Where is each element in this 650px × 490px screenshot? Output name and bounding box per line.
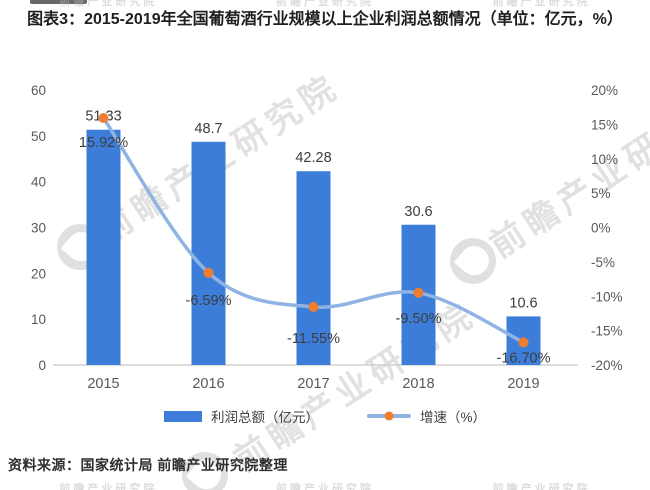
line-marker-2017 (308, 301, 319, 312)
left-axis-tick: 60 (31, 83, 46, 98)
right-axis-tick: 10% (591, 152, 618, 167)
left-axis-tick: 10 (31, 312, 46, 327)
line-marker-dot (384, 411, 394, 421)
left-axis-tick: 50 (31, 129, 46, 144)
right-axis-tick: 15% (591, 117, 618, 132)
legend-label-growth: 增速（%） (419, 410, 486, 425)
growth-value-label: 15.92% (79, 135, 128, 151)
left-axis-tick: 20 (31, 266, 46, 281)
x-axis-label-2016: 2016 (192, 376, 224, 392)
right-axis-tick: 5% (591, 186, 611, 201)
chart-title: 图表3：2015-2019年全国葡萄酒行业规模以上企业利润总额情况（单位：亿元，… (27, 11, 623, 28)
right-axis-tick: 20% (591, 83, 618, 98)
bar-2015 (86, 129, 121, 365)
line-marker-2018 (413, 287, 424, 298)
left-axis-tick: 40 (31, 175, 46, 190)
bar-series-swatch (163, 410, 202, 422)
right-axis-tick: -15% (591, 324, 623, 339)
right-axis-tick: -5% (591, 255, 615, 270)
chart-legend: 利润总额（亿元） 增速（%） (0, 406, 650, 426)
right-axis-tick: -10% (591, 289, 623, 304)
line-series-swatch (366, 411, 411, 421)
left-axis-tick: 0 (38, 358, 46, 373)
growth-value-label: -9.50% (396, 311, 442, 327)
x-axis-label-2017: 2017 (297, 376, 329, 392)
growth-value-label: -11.55% (287, 331, 340, 347)
x-axis-label-2019: 2019 (507, 376, 539, 392)
line-marker-2019 (518, 337, 529, 348)
bar-value-label: 48.7 (194, 121, 222, 137)
x-axis-label-2015: 2015 (87, 376, 119, 392)
bar-value-label: 10.6 (509, 295, 537, 311)
bar-value-label: 42.28 (295, 150, 331, 166)
source-note: 资料来源：国家统计局 前瞻产业研究院整理 (8, 457, 288, 473)
line-marker-2016 (203, 267, 214, 278)
left-axis-tick: 30 (31, 221, 46, 236)
growth-value-label: -16.70% (496, 350, 550, 366)
right-axis-tick: 0% (591, 221, 611, 236)
bar-2017 (296, 171, 331, 365)
bar-value-label: 30.6 (404, 204, 432, 220)
right-axis-tick: -20% (591, 358, 623, 373)
growth-value-label: -6.59% (186, 293, 232, 309)
legend-item-growth: 增速（%） (366, 406, 486, 426)
bar-2016 (191, 141, 226, 365)
legend-item-profit: 利润总额（亿元） (163, 406, 319, 426)
x-axis-label-2018: 2018 (402, 376, 434, 392)
legend-label-profit: 利润总额（亿元） (210, 410, 319, 425)
line-marker-2015 (98, 113, 109, 124)
